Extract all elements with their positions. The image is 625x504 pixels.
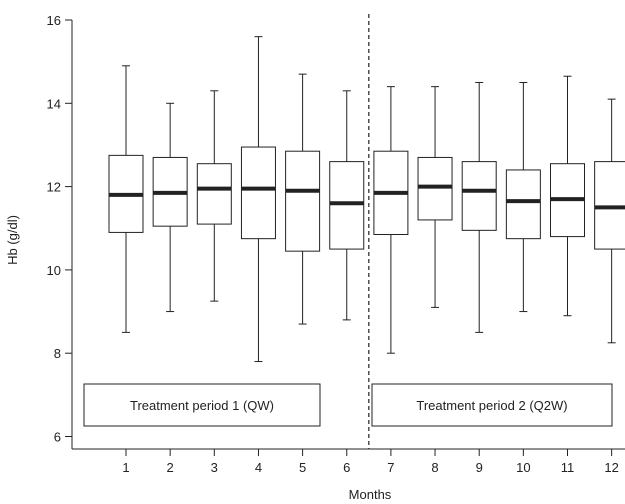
iqr-box: [196, 163, 232, 225]
period-1: Treatment period 1 (QW): [83, 383, 321, 427]
y-tick-label: 14: [47, 96, 61, 111]
iqr-box: [594, 161, 625, 250]
x-tick-label: 6: [343, 460, 350, 475]
x-tick-label: 12: [604, 460, 618, 475]
x-tick-label: 2: [167, 460, 174, 475]
box-month-11: [550, 75, 585, 317]
period-label: Treatment period 1 (QW): [130, 398, 274, 413]
period-2: Treatment period 2 (Q2W): [371, 383, 613, 427]
y-tick-label: 6: [54, 430, 61, 445]
iqr-box: [505, 169, 541, 240]
iqr-box: [461, 161, 497, 231]
period-label: Treatment period 2 (Q2W): [416, 398, 567, 413]
box-month-12: [594, 98, 625, 344]
x-tick-label: 4: [255, 460, 262, 475]
x-tick-label: 10: [516, 460, 530, 475]
period-labels: Treatment period 1 (QW) Treatment period …: [83, 383, 613, 427]
box-month-1: [108, 65, 144, 333]
box-month-4: [240, 36, 276, 363]
x-tick-label: 8: [431, 460, 438, 475]
iqr-box: [285, 150, 321, 252]
y-axis: 6 8 10 12 14 16: [47, 13, 73, 449]
box-month-8: [417, 86, 453, 308]
x-tick-label: 3: [211, 460, 218, 475]
box-month-9: [461, 81, 497, 333]
x-tick-label: 9: [476, 460, 483, 475]
x-tick-label: 7: [387, 460, 394, 475]
period-box: [83, 383, 321, 427]
x-tick-label: 5: [299, 460, 306, 475]
iqr-box: [417, 156, 453, 221]
y-tick-label: 16: [47, 13, 61, 28]
y-tick-label: 12: [47, 180, 61, 195]
x-tick-label: 1: [122, 460, 129, 475]
x-axis: 1 2 3 4 5 6 7 8 9 10 11 12: [72, 448, 625, 475]
iqr-box: [240, 146, 276, 240]
box-month-5: [285, 73, 321, 325]
y-tick-label: 10: [47, 263, 61, 278]
box-series: [108, 36, 625, 363]
period-box: [371, 383, 613, 427]
x-axis-label: Months: [349, 487, 392, 502]
box-month-7: [373, 86, 409, 354]
iqr-box: [329, 161, 365, 250]
box-month-10: [505, 81, 541, 313]
y-axis-label: Hb (g/dl): [5, 215, 20, 265]
box-month-6: [329, 90, 365, 321]
x-tick-label: 11: [561, 460, 575, 475]
box-month-3: [196, 90, 232, 302]
y-tick-label: 8: [54, 346, 61, 361]
box-month-2: [152, 102, 188, 313]
